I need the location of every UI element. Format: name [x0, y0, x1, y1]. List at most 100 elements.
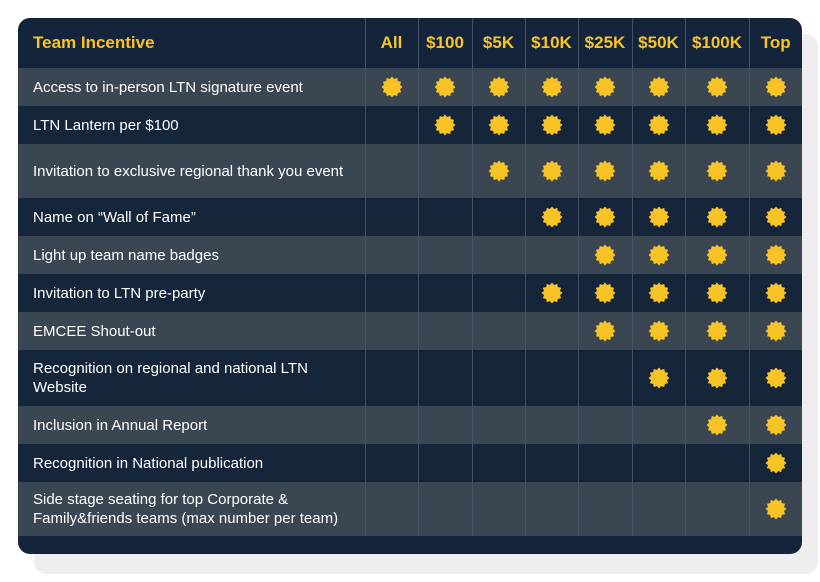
tier-cell: [472, 236, 526, 274]
tier-cell: [418, 350, 473, 406]
tier-cell: [472, 274, 526, 312]
starburst-badge-icon: [594, 160, 616, 182]
tier-cell: [685, 236, 750, 274]
starburst-badge-icon: [648, 206, 670, 228]
table-row: Invitation to LTN pre-party: [18, 274, 802, 312]
incentive-label: Access to in-person LTN signature event: [18, 68, 366, 106]
starburst-badge-icon: [541, 282, 563, 304]
tier-cell: [685, 106, 750, 144]
tier-cell: [685, 274, 750, 312]
tier-cell: [685, 482, 750, 536]
tier-cell: [365, 68, 419, 106]
tier-cell: [685, 312, 750, 350]
tier-cell: [632, 482, 686, 536]
tier-cell: [749, 350, 802, 406]
tier-cell: [632, 406, 686, 444]
starburst-badge-icon: [706, 244, 728, 266]
incentive-table-card: Team Incentive All $100 $5K $10K $25K $5…: [18, 18, 802, 554]
tier-cell: [749, 68, 802, 106]
tier-cell: [472, 350, 526, 406]
tier-cell: [365, 198, 419, 236]
tier-cell: [578, 350, 633, 406]
tier-cell: [365, 350, 419, 406]
starburst-badge-icon: [594, 206, 616, 228]
tier-cell: [578, 198, 633, 236]
incentive-label: Recognition in National publication: [18, 444, 366, 482]
starburst-badge-icon: [488, 160, 510, 182]
tier-cell: [365, 312, 419, 350]
tier-cell: [632, 350, 686, 406]
tier-cell: [418, 236, 473, 274]
tier-cell: [749, 274, 802, 312]
starburst-badge-icon: [706, 114, 728, 136]
tier-cell: [365, 236, 419, 274]
tier-cell: [365, 482, 419, 536]
tier-cell: [685, 68, 750, 106]
tier-cell: [365, 274, 419, 312]
tier-cell: [685, 144, 750, 198]
column-header-25k: $25K: [578, 18, 633, 68]
starburst-badge-icon: [765, 114, 787, 136]
starburst-badge-icon: [765, 244, 787, 266]
tier-cell: [525, 106, 579, 144]
tier-cell: [632, 198, 686, 236]
tier-cell: [418, 312, 473, 350]
tier-cell: [472, 482, 526, 536]
column-header-100k: $100K: [685, 18, 750, 68]
starburst-badge-icon: [434, 114, 456, 136]
tier-cell: [632, 274, 686, 312]
starburst-badge-icon: [706, 367, 728, 389]
tier-cell: [472, 198, 526, 236]
column-header-all: All: [365, 18, 419, 68]
starburst-badge-icon: [706, 206, 728, 228]
table-row: LTN Lantern per $100: [18, 106, 802, 144]
table-row: Light up team name badges: [18, 236, 802, 274]
column-header-team-incentive: Team Incentive: [18, 18, 366, 68]
tier-cell: [685, 444, 750, 482]
incentive-label: EMCEE Shout-out: [18, 312, 366, 350]
starburst-badge-icon: [765, 282, 787, 304]
tier-cell: [525, 406, 579, 444]
incentive-label: Side stage seating for top Corporate & F…: [18, 482, 366, 536]
tier-cell: [525, 236, 579, 274]
table-row: Recognition on regional and national LTN…: [18, 350, 802, 406]
tier-cell: [365, 106, 419, 144]
starburst-badge-icon: [648, 244, 670, 266]
starburst-badge-icon: [594, 76, 616, 98]
tier-cell: [749, 406, 802, 444]
starburst-badge-icon: [706, 320, 728, 342]
table-row: Name on “Wall of Fame”: [18, 198, 802, 236]
tier-cell: [525, 144, 579, 198]
tier-cell: [365, 144, 419, 198]
tier-cell: [749, 198, 802, 236]
starburst-badge-icon: [765, 160, 787, 182]
tier-cell: [525, 198, 579, 236]
tier-cell: [578, 482, 633, 536]
tier-cell: [525, 482, 579, 536]
tier-cell: [525, 312, 579, 350]
tier-cell: [578, 274, 633, 312]
incentive-label: Invitation to LTN pre-party: [18, 274, 366, 312]
starburst-badge-icon: [765, 76, 787, 98]
tier-cell: [365, 444, 419, 482]
starburst-badge-icon: [765, 452, 787, 474]
tier-cell: [578, 144, 633, 198]
tier-cell: [472, 406, 526, 444]
column-header-10k: $10K: [525, 18, 579, 68]
starburst-badge-icon: [541, 160, 563, 182]
incentive-label: Inclusion in Annual Report: [18, 406, 366, 444]
header-row: Team Incentive All $100 $5K $10K $25K $5…: [18, 18, 802, 68]
starburst-badge-icon: [541, 76, 563, 98]
tier-cell: [632, 444, 686, 482]
column-header-50k: $50K: [632, 18, 686, 68]
tier-cell: [749, 236, 802, 274]
incentive-label: Light up team name badges: [18, 236, 366, 274]
tier-cell: [632, 236, 686, 274]
starburst-badge-icon: [381, 76, 403, 98]
tier-cell: [632, 106, 686, 144]
incentive-label: Name on “Wall of Fame”: [18, 198, 366, 236]
starburst-badge-icon: [706, 76, 728, 98]
table-row: Side stage seating for top Corporate & F…: [18, 482, 802, 536]
starburst-badge-icon: [488, 76, 510, 98]
table-row: Invitation to exclusive regional thank y…: [18, 144, 802, 198]
